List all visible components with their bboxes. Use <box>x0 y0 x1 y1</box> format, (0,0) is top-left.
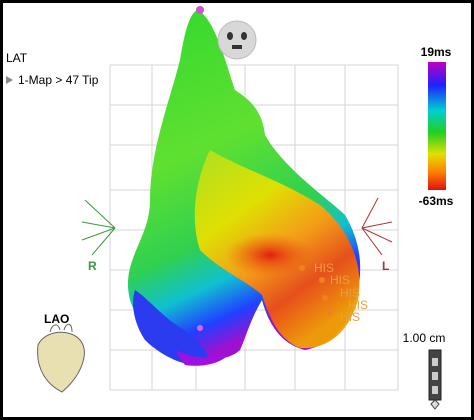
activation-map <box>127 6 361 366</box>
map-arrow <box>6 76 13 84</box>
colorbar-min: -63ms <box>419 194 454 208</box>
left-marker <box>361 197 393 256</box>
right-marker <box>81 199 116 256</box>
his-label: HIS <box>314 261 334 275</box>
view-label: LAO <box>44 312 69 326</box>
scale-bar <box>428 349 442 410</box>
his-labels: HIS HIS HIS HIS HIS <box>299 261 368 324</box>
colorbar <box>428 62 446 190</box>
his-label: HIS <box>340 286 360 300</box>
right-label: R <box>88 259 97 273</box>
scale-label: 1.00 cm <box>403 331 446 345</box>
heart-icon <box>37 323 85 393</box>
his-label: HIS <box>330 273 350 287</box>
face-icon <box>217 20 257 60</box>
colorbar-max: 19ms <box>421 45 452 59</box>
left-label: L <box>382 259 389 273</box>
his-label: HIS <box>340 310 360 324</box>
mode-label: LAT <box>6 51 28 65</box>
his-label: HIS <box>348 298 368 312</box>
map-label: 1-Map > 47 Tip <box>18 73 99 87</box>
